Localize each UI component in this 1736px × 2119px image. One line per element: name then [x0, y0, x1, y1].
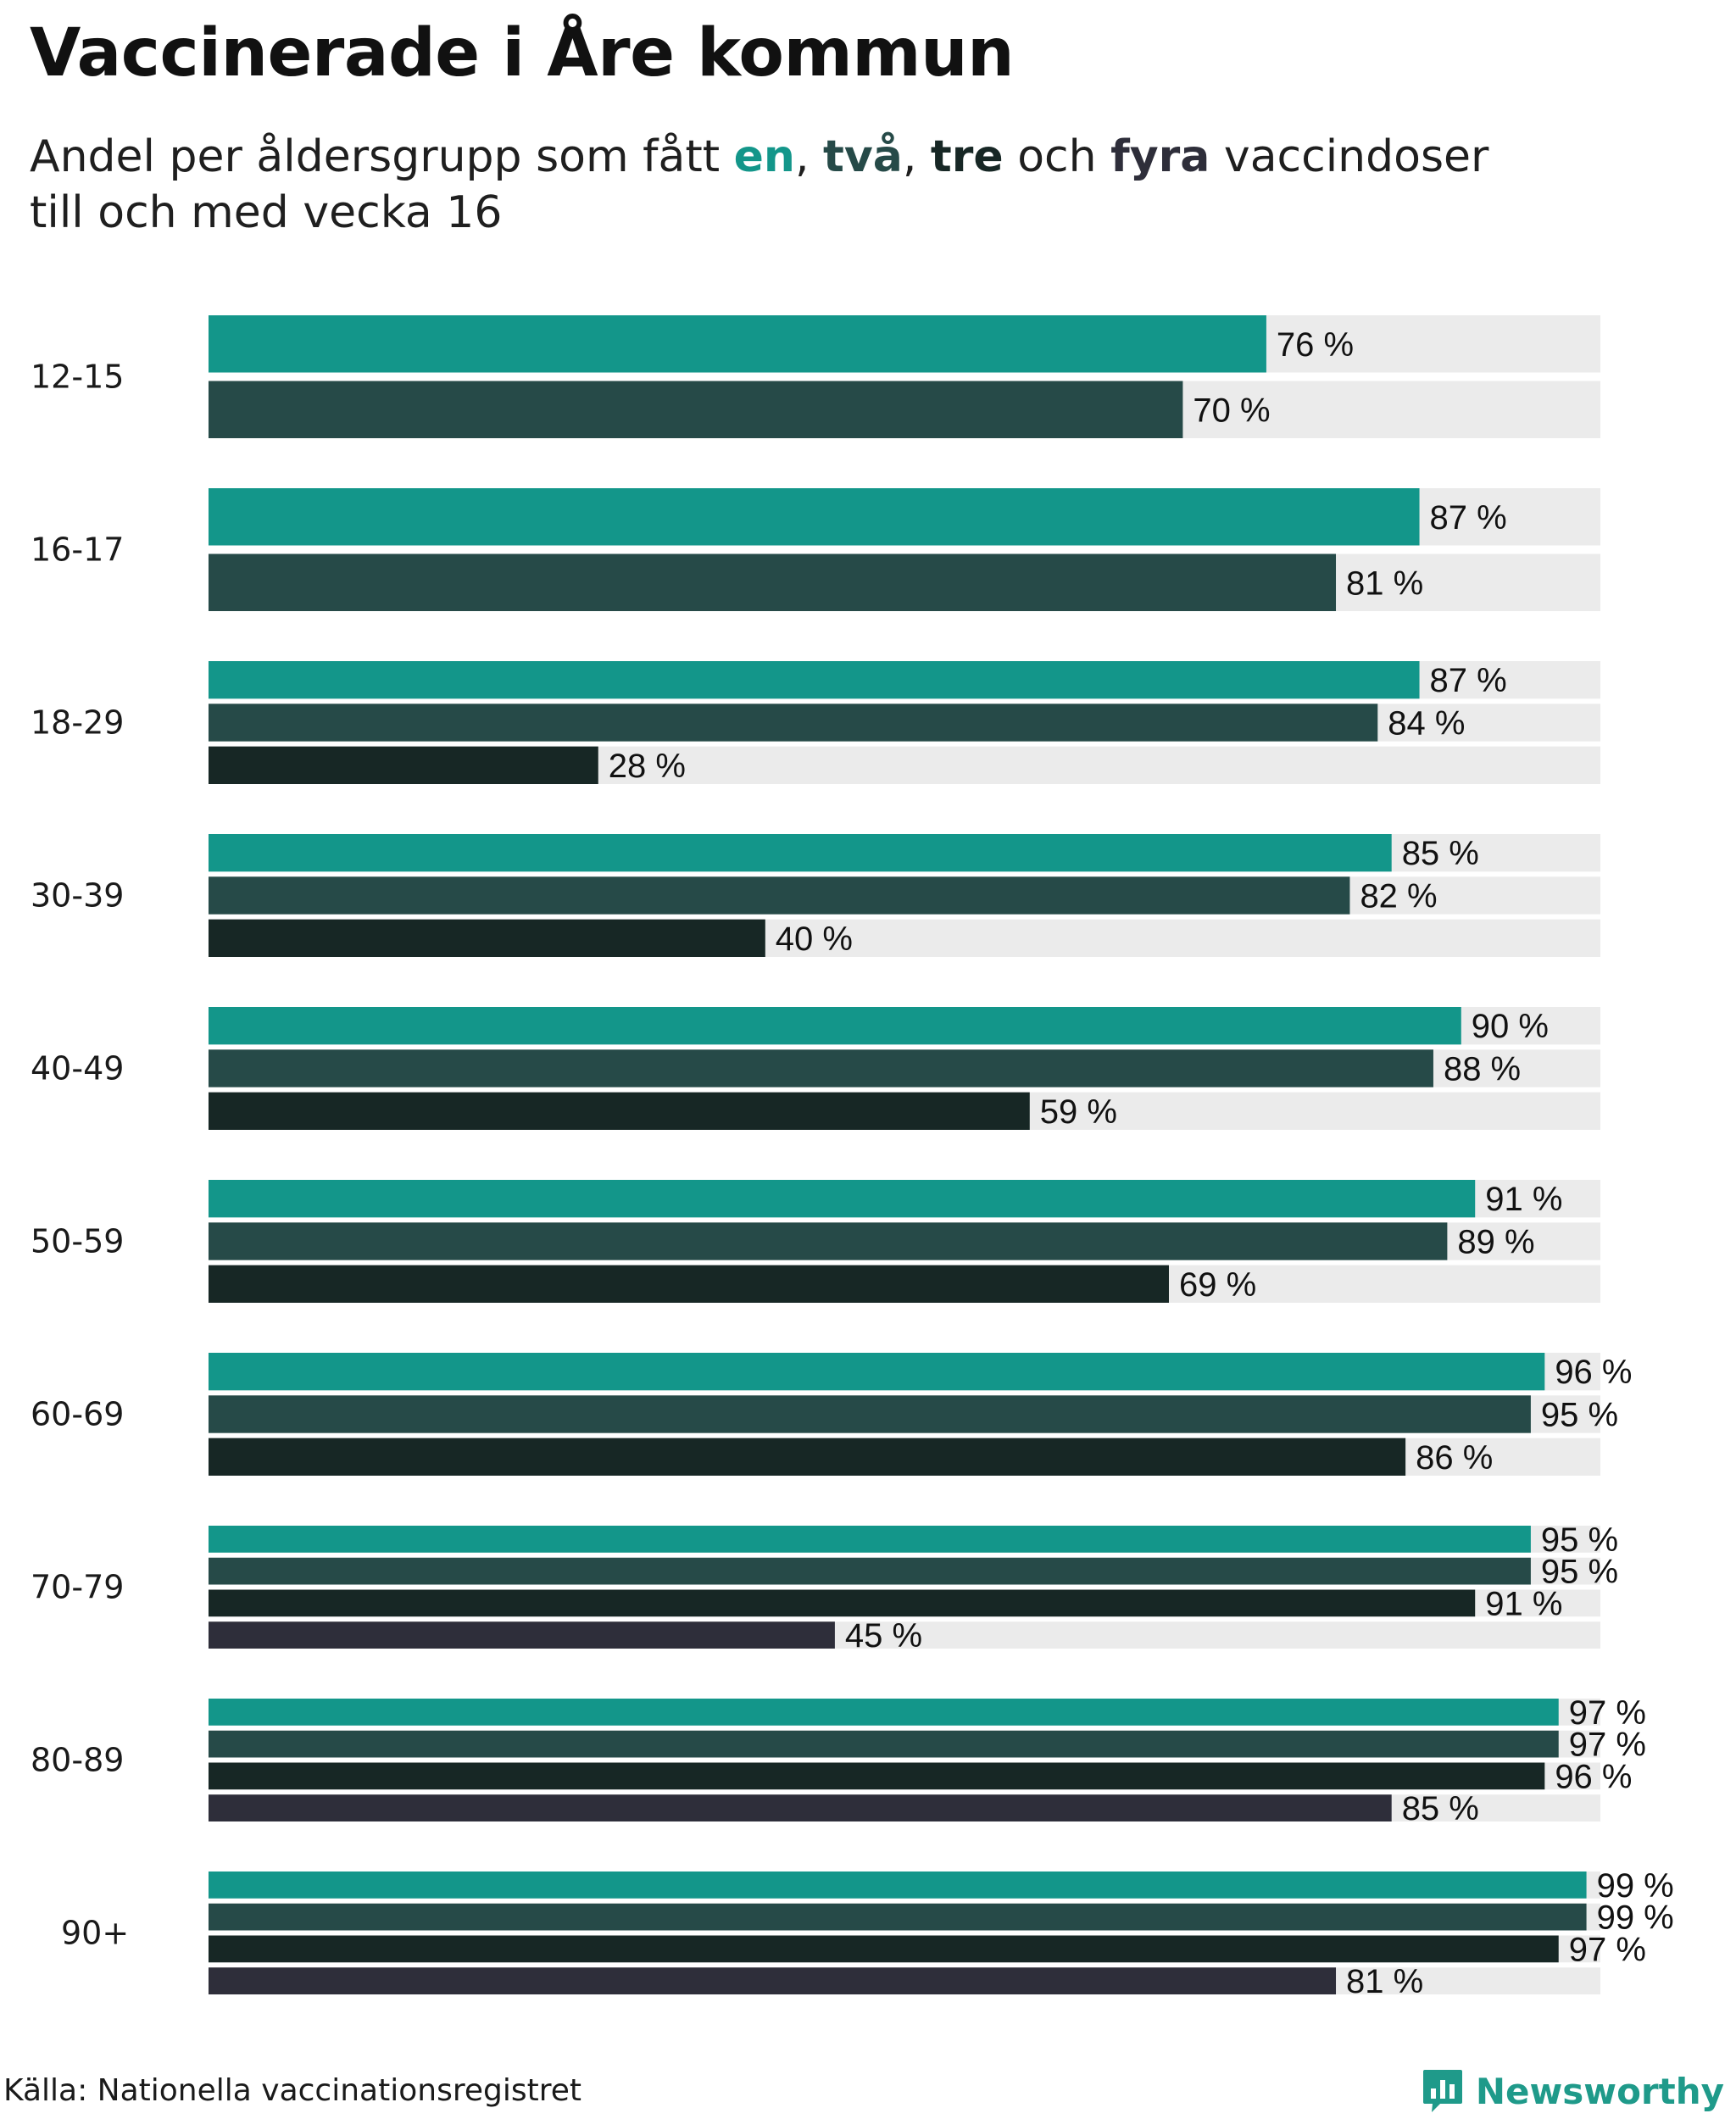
- bar-fyra: [209, 1967, 1337, 1994]
- bar-två: [209, 1222, 1448, 1260]
- category-label: 12-15: [31, 359, 124, 396]
- subtitle-dose-two: två: [823, 131, 903, 182]
- value-label: 70 %: [1193, 392, 1270, 429]
- bar-två: [209, 1049, 1433, 1087]
- category-label: 70-79: [31, 1569, 124, 1606]
- bar-två: [209, 876, 1350, 915]
- subtitle-separator-1: ,: [794, 131, 824, 182]
- bar-tre: [209, 1265, 1169, 1303]
- bar-två: [209, 553, 1337, 611]
- bar-en: [209, 315, 1266, 373]
- value-label: 95 %: [1541, 1521, 1618, 1559]
- bar-en: [209, 1007, 1461, 1045]
- value-label: 88 %: [1444, 1051, 1521, 1088]
- bar-två: [209, 1730, 1559, 1758]
- bar-tre: [209, 1935, 1559, 1963]
- value-label: 97 %: [1569, 1727, 1646, 1764]
- bar-två: [209, 381, 1183, 438]
- bar-tre: [209, 1092, 1030, 1130]
- bar-en: [209, 661, 1420, 699]
- bar-group-40-49: 40-49 90 % 88 % 59 %: [31, 1007, 1600, 1131]
- value-label: 96 %: [1555, 1354, 1632, 1391]
- category-label: 90+: [61, 1915, 129, 1952]
- bar-tre: [209, 919, 765, 957]
- bar-en: [209, 488, 1420, 546]
- value-label: 40 %: [776, 920, 853, 958]
- value-label: 76 %: [1277, 326, 1354, 364]
- value-label: 91 %: [1485, 1181, 1562, 1218]
- category-label: 40-49: [31, 1050, 124, 1087]
- value-label: 95 %: [1541, 1397, 1618, 1434]
- value-label: 69 %: [1179, 1266, 1256, 1304]
- bar-group-90+: 90+99 %99 %97 %81 %: [61, 1867, 1674, 2000]
- category-label: 60-69: [31, 1396, 124, 1433]
- value-label: 91 %: [1485, 1585, 1562, 1622]
- value-label: 87 %: [1430, 662, 1507, 699]
- bar-en: [209, 834, 1392, 872]
- bar-en: [209, 1353, 1545, 1391]
- subtitle-dose-four: fyra: [1110, 131, 1210, 182]
- bar-fyra: [209, 1794, 1392, 1821]
- category-label: 30-39: [31, 877, 124, 915]
- subtitle-prefix: Andel per åldersgrupp som fått: [30, 131, 734, 182]
- value-label: 86 %: [1416, 1439, 1493, 1477]
- subtitle-dose-one: en: [733, 131, 795, 182]
- bar-tre: [209, 1589, 1476, 1617]
- bar-en: [209, 1699, 1559, 1726]
- bar-tre: [209, 1438, 1406, 1476]
- source-note: Källa: Nationella vaccinationsregistret: [3, 2073, 581, 2108]
- bar-en: [209, 1526, 1531, 1553]
- value-label: 84 %: [1388, 705, 1465, 742]
- category-label: 18-29: [31, 704, 124, 742]
- value-label: 81 %: [1346, 1963, 1423, 2000]
- brand-logo: Newsworthy: [1422, 2068, 1724, 2114]
- bar-group-18-29: 18-29 87 % 84 % 28 %: [31, 661, 1600, 785]
- bar-group-12-15: 12-15 76 %70 %: [31, 315, 1600, 438]
- value-label: 81 %: [1346, 565, 1423, 602]
- value-label: 90 %: [1472, 1008, 1549, 1045]
- brand-name: Newsworthy: [1475, 2070, 1724, 2112]
- category-label: 16-17: [31, 531, 124, 569]
- value-label: 85 %: [1402, 835, 1479, 872]
- bar-två: [209, 704, 1378, 742]
- category-label: 80-89: [31, 1742, 124, 1779]
- bar-group-30-39: 30-39 85 % 82 % 40 %: [31, 834, 1600, 958]
- value-label: 99 %: [1597, 1899, 1674, 1937]
- subtitle-line-2: till och med vecka 16: [30, 187, 503, 238]
- chart-subtitle: Andel per åldersgrupp som fått en, två, …: [30, 129, 1640, 241]
- bar-group-60-69: 60-69 96 % 95 % 86 %: [31, 1353, 1632, 1477]
- bar-en: [209, 1872, 1587, 1899]
- value-label: 99 %: [1597, 1867, 1674, 1905]
- subtitle-separator-2: ,: [902, 131, 931, 182]
- bar-två: [209, 1395, 1531, 1433]
- bar-en: [209, 1180, 1476, 1218]
- bar-två: [209, 1903, 1587, 1931]
- category-label: 50-59: [31, 1223, 124, 1260]
- bar-tre: [209, 1762, 1545, 1790]
- value-label: 45 %: [845, 1617, 922, 1655]
- subtitle-suffix: vaccindoser: [1210, 131, 1489, 182]
- value-label: 87 %: [1430, 499, 1507, 537]
- value-label: 85 %: [1402, 1790, 1479, 1827]
- value-label: 59 %: [1040, 1093, 1117, 1131]
- bar-group-50-59: 50-59 91 % 89 % 69 %: [31, 1180, 1600, 1304]
- value-label: 96 %: [1555, 1758, 1632, 1795]
- value-label: 97 %: [1569, 1694, 1646, 1732]
- subtitle-dose-three: tre: [930, 131, 1004, 182]
- subtitle-separator-3: och: [1003, 131, 1111, 182]
- chart-title: Vaccinerade i Åre kommun: [30, 15, 1015, 92]
- bar-chart-icon: [1422, 2070, 1462, 2112]
- value-label: 28 %: [609, 748, 686, 785]
- value-label: 89 %: [1457, 1224, 1534, 1261]
- bar-fyra: [209, 1621, 835, 1649]
- bar-group-16-17: 16-17 87 %81 %: [31, 488, 1600, 611]
- value-label: 97 %: [1569, 1931, 1646, 1968]
- value-label: 95 %: [1541, 1554, 1618, 1591]
- bar-två: [209, 1557, 1531, 1585]
- bar-tre: [209, 746, 598, 784]
- value-label: 82 %: [1360, 878, 1437, 915]
